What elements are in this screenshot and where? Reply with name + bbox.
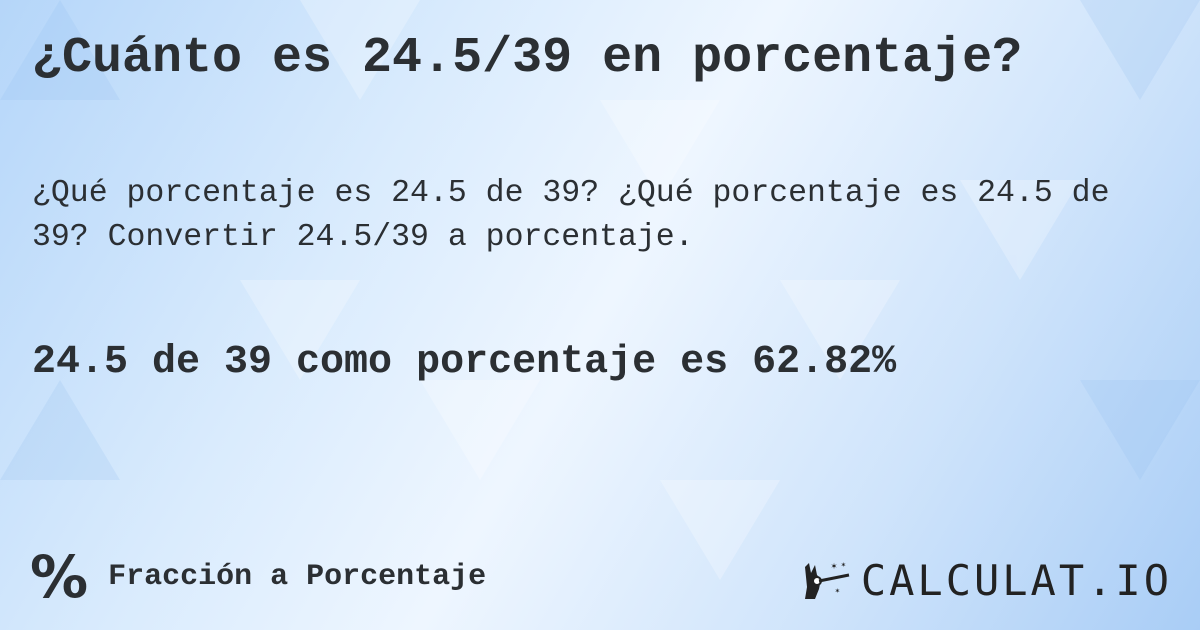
svg-text:✶: ✶: [841, 561, 846, 570]
logo-text: CALCULAT.IO: [860, 556, 1172, 605]
result-text: 24.5 de 39 como porcentaje es 62.82%: [32, 340, 897, 385]
magic-hand-wand-icon: ✶ ✶ ✶: [804, 561, 850, 599]
percent-icon: %: [30, 543, 89, 611]
category-label: Fracción a Porcentaje: [108, 560, 487, 594]
svg-text:✶: ✶: [831, 562, 837, 573]
category-link[interactable]: % Fracción a Porcentaje: [30, 548, 486, 606]
logo[interactable]: ✶ ✶ ✶ CALCULAT.IO: [801, 556, 1172, 605]
svg-text:✶: ✶: [835, 587, 840, 596]
description: ¿Qué porcentaje es 24.5 de 39? ¿Qué porc…: [32, 176, 1110, 255]
page-title: ¿Cuánto es 24.5/39 en porcentaje?: [32, 30, 1023, 87]
